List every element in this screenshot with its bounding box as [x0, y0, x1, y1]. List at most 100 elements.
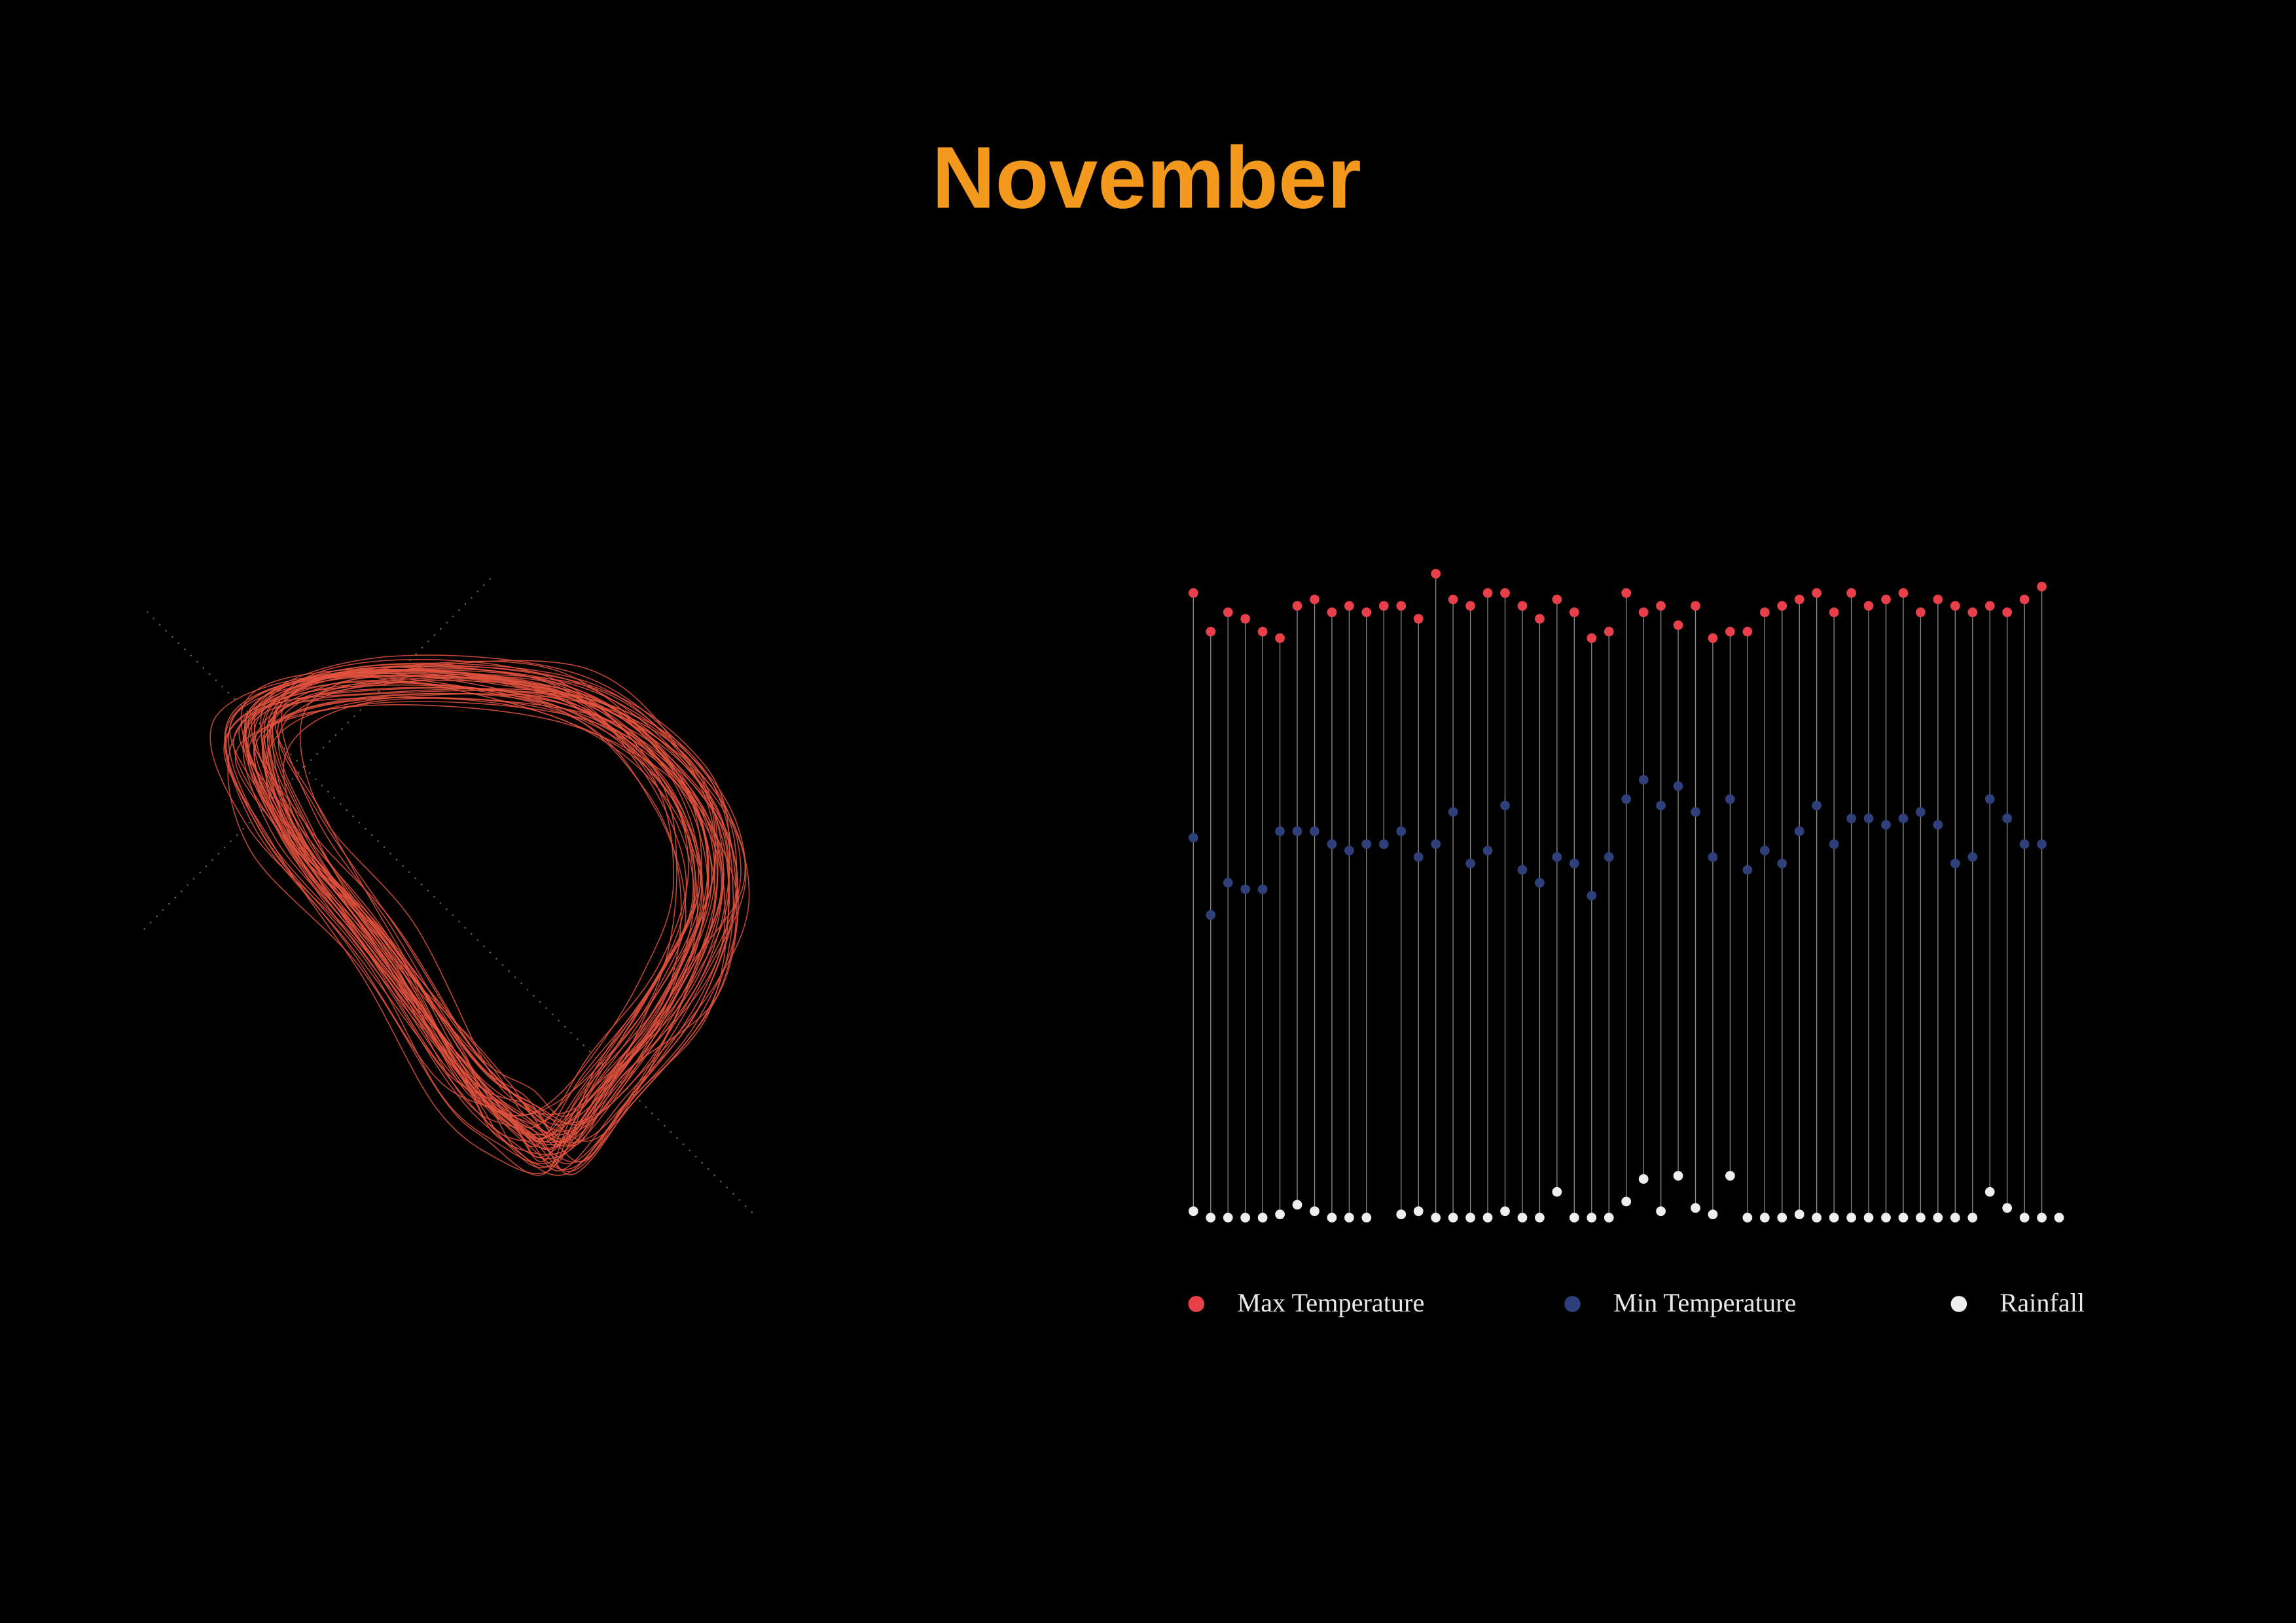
dot: [1950, 601, 1960, 611]
dot: [1621, 1196, 1632, 1207]
dot: [1846, 1213, 1856, 1222]
dot: [1396, 601, 1407, 611]
dot: [1431, 839, 1441, 849]
dot: [2019, 1213, 2030, 1222]
dot: [1829, 1213, 1839, 1222]
dot: [1223, 1213, 1233, 1222]
dot: [1777, 601, 1787, 611]
dot: [1725, 1171, 1735, 1181]
dot: [1691, 601, 1700, 611]
dot: [1829, 607, 1839, 618]
dot: [1863, 1213, 1874, 1222]
attractor-curve: [238, 672, 701, 1143]
dot: [1916, 607, 1926, 618]
chart-title: November: [932, 130, 1361, 227]
dots: [1188, 569, 2064, 1222]
dot: [1725, 794, 1735, 804]
dot: [1310, 594, 1319, 605]
dot: [1846, 588, 1856, 598]
dot: [1535, 614, 1545, 624]
dot: [1587, 891, 1597, 901]
dot: [1500, 800, 1510, 811]
dot: [1708, 852, 1718, 862]
dot: [1916, 1213, 1926, 1222]
dot: [1396, 826, 1407, 836]
dot: [1482, 846, 1493, 856]
dot: [1413, 614, 1424, 624]
dot: [1984, 601, 1995, 611]
dot: [1257, 1213, 1268, 1222]
dot: [2037, 581, 2047, 592]
dot: [1517, 601, 1528, 611]
dot: [1361, 607, 1372, 618]
attractor-curve: [233, 682, 729, 1171]
dot: [1188, 832, 1198, 843]
dot: [1378, 839, 1389, 849]
dot: [1535, 1213, 1545, 1222]
dot: [1898, 813, 1909, 823]
dot: [1482, 1213, 1493, 1222]
dot: [1448, 807, 1458, 817]
dot: [1725, 626, 1735, 637]
attractor-curve: [253, 675, 729, 1143]
attractor-curve: [281, 660, 702, 1140]
dot: [1327, 607, 1337, 618]
dot: [1708, 1209, 1718, 1220]
attractor-curve: [299, 660, 717, 1132]
dot: [1933, 1213, 1943, 1222]
dot: [1569, 859, 1579, 868]
dot: [1950, 859, 1960, 868]
dot: [1552, 594, 1562, 605]
dot: [1898, 1213, 1909, 1222]
dot: [1413, 852, 1424, 862]
dot: [1794, 826, 1804, 836]
dot: [1240, 1213, 1251, 1222]
dot: [1638, 1174, 1649, 1184]
dot: [1344, 601, 1354, 611]
dot: [1587, 1213, 1597, 1222]
dot: [1275, 633, 1285, 643]
dot: [1708, 633, 1718, 643]
dot: [1673, 781, 1683, 791]
dot: [1517, 865, 1528, 875]
dot: [1500, 588, 1510, 598]
dot: [1206, 626, 1216, 637]
legend-label: Rainfall: [2000, 1288, 2085, 1317]
dot: [2037, 839, 2047, 849]
attractor-curve: [243, 687, 715, 1139]
dot: [1569, 1213, 1579, 1222]
attractor-curve: [251, 662, 747, 1164]
dot: [1621, 588, 1632, 598]
dot: [1638, 775, 1649, 785]
attractor-curve: [266, 676, 689, 1122]
attractor-curve: [267, 680, 708, 1158]
dot: [1967, 607, 1978, 618]
dot: [1552, 852, 1562, 862]
legend-label: Min Temperature: [1613, 1288, 1796, 1317]
dot: [1257, 884, 1268, 895]
dot: [1569, 607, 1579, 618]
dot: [1206, 910, 1216, 920]
dot: [1933, 594, 1943, 605]
dot: [1950, 1213, 1960, 1222]
dot: [1812, 800, 1822, 811]
dot: [1240, 884, 1251, 895]
dot: [1967, 852, 1978, 862]
dot: [1223, 607, 1233, 618]
attractor-curve: [283, 698, 687, 1155]
dot: [1777, 1213, 1787, 1222]
dot: [1500, 1206, 1510, 1217]
legend-marker: [1188, 1296, 1205, 1312]
dot: [1863, 813, 1874, 823]
dot: [1327, 839, 1337, 849]
dot: [1742, 865, 1753, 875]
dot: [1292, 601, 1302, 611]
dot: [1310, 826, 1319, 836]
stems: [1193, 573, 2043, 1218]
dot: [1673, 1171, 1683, 1181]
dot: [1292, 1200, 1302, 1210]
dot: [1638, 607, 1649, 618]
dot: [2037, 1213, 2047, 1222]
